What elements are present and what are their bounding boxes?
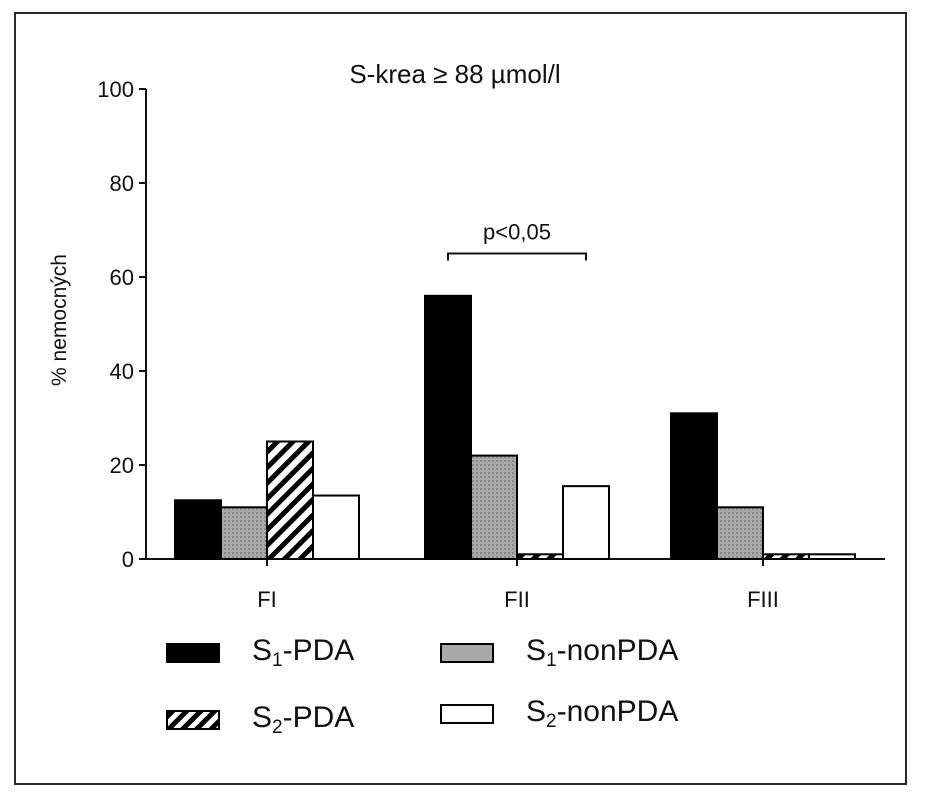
- y-tick-label-60: 60: [110, 265, 134, 290]
- bar-s1-nonpda-fii: [470, 454, 518, 561]
- bar-s2-pda-fi: [266, 440, 314, 560]
- y-axis-label: % nemocných: [48, 254, 71, 386]
- chart-title: S-krea ≥ 88 µmol/l: [349, 59, 560, 89]
- bar-s1-pda-fiii: [670, 412, 718, 560]
- bar-s1-pda-fii: [424, 294, 472, 560]
- y-tick-label-0: 0: [122, 547, 134, 572]
- y-tick-label-100: 100: [97, 77, 134, 102]
- y-tick-label-40: 40: [110, 359, 134, 384]
- bar-s2-pda-fiii: [762, 553, 810, 560]
- bar-s1-nonpda-fi: [220, 506, 268, 560]
- y-tick-label-20: 20: [110, 453, 134, 478]
- bar-s2-pda-fii: [516, 553, 564, 560]
- bar-s2-nonpda-fii: [562, 485, 610, 560]
- significance-bracket: [447, 252, 587, 261]
- x-tick-label-fii: FII: [504, 587, 530, 612]
- bar-s1-pda-fi: [174, 499, 222, 560]
- significance-label: p<0,05: [483, 220, 551, 245]
- bar-s2-nonpda-fiii: [808, 553, 856, 560]
- bar-s2-nonpda-fi: [312, 494, 360, 560]
- x-tick-label-fiii: FIII: [747, 587, 779, 612]
- bar-s1-nonpda-fiii: [716, 506, 764, 560]
- y-tick-label-80: 80: [110, 171, 134, 196]
- x-tick-label-fi: FI: [257, 587, 277, 612]
